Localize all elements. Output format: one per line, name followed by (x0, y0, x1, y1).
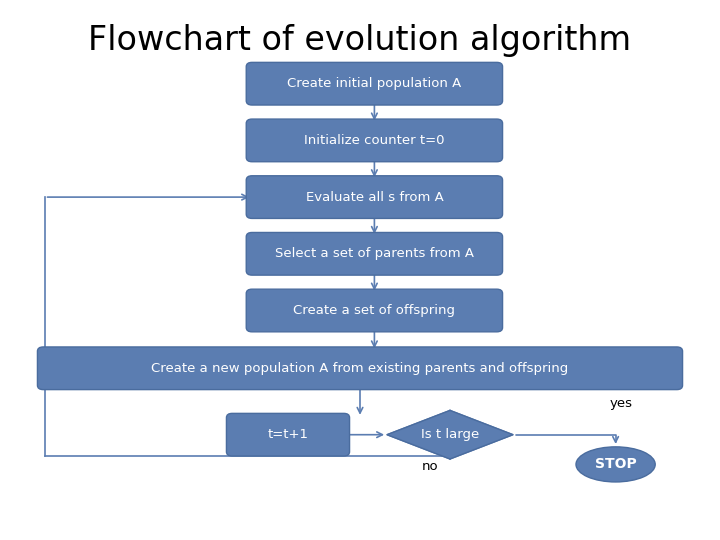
Text: Is t large: Is t large (421, 428, 479, 441)
FancyBboxPatch shape (226, 414, 350, 456)
Text: yes: yes (609, 397, 632, 410)
Text: t=t+1: t=t+1 (268, 428, 308, 441)
Text: Evaluate all s from A: Evaluate all s from A (305, 191, 444, 204)
Text: Create initial population A: Create initial population A (287, 77, 462, 90)
FancyBboxPatch shape (246, 62, 503, 105)
FancyBboxPatch shape (246, 176, 503, 218)
FancyBboxPatch shape (246, 119, 503, 162)
Text: no: no (422, 460, 439, 473)
FancyBboxPatch shape (246, 232, 503, 275)
Text: Select a set of parents from A: Select a set of parents from A (275, 247, 474, 260)
Polygon shape (387, 410, 513, 459)
FancyBboxPatch shape (246, 289, 503, 332)
Text: Create a set of offspring: Create a set of offspring (294, 304, 456, 317)
Ellipse shape (576, 447, 655, 482)
FancyBboxPatch shape (37, 347, 683, 390)
Text: Initialize counter t=0: Initialize counter t=0 (304, 134, 445, 147)
Text: Flowchart of evolution algorithm: Flowchart of evolution algorithm (89, 24, 631, 57)
Text: Create a new population A from existing parents and offspring: Create a new population A from existing … (151, 362, 569, 375)
Text: STOP: STOP (595, 457, 636, 471)
